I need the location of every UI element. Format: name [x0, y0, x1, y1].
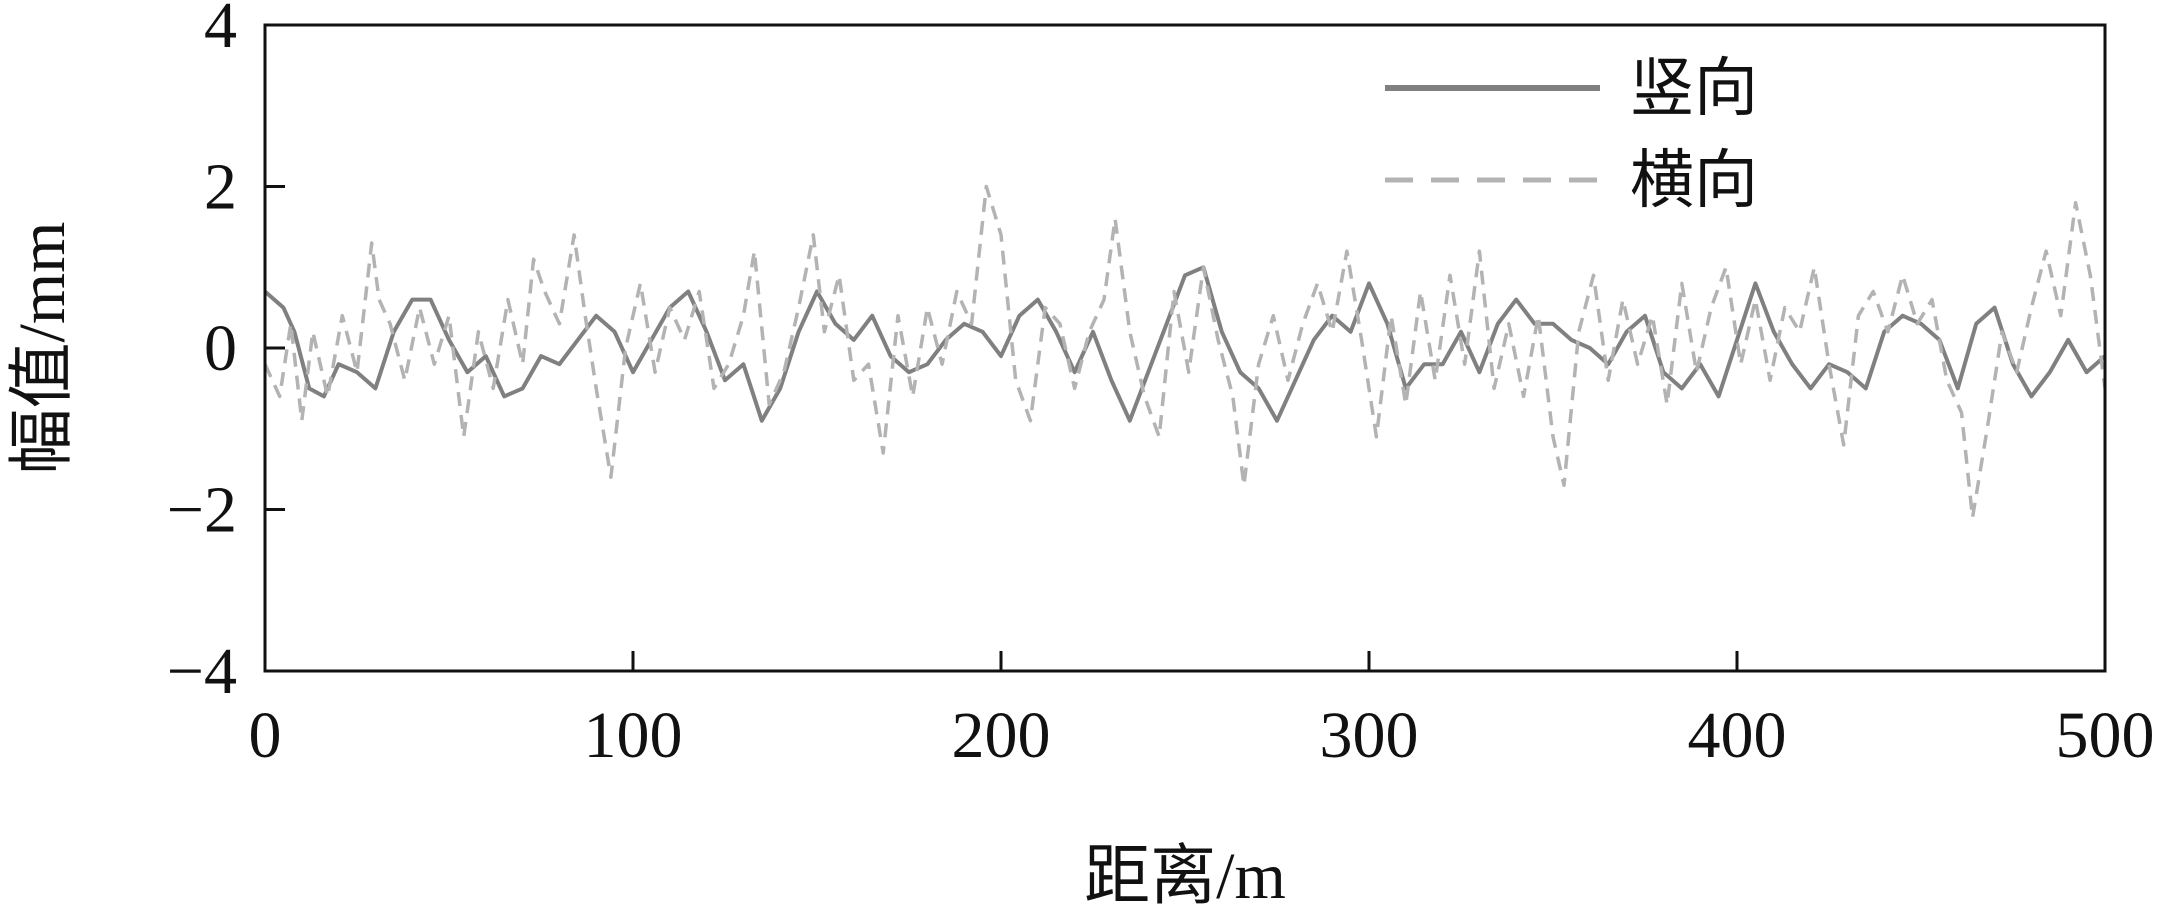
- x-tick-label: 500: [2056, 699, 2155, 772]
- y-tick-label: 2: [204, 151, 237, 224]
- x-tick-label: 0: [249, 699, 282, 772]
- legend-label-2: 横向: [1630, 145, 1758, 216]
- x-tick-label: 100: [584, 699, 683, 772]
- x-tick-label: 400: [1688, 699, 1787, 772]
- y-axis-title: 幅值/mm: [6, 221, 79, 474]
- tick-layer: 0 100 200 300 400 500 −4 −2 0 2 4: [167, 0, 2155, 772]
- series-line-2: [263, 184, 2107, 520]
- x-axis-title: 距离/m: [1084, 840, 1286, 913]
- y-tick-label: −2: [167, 474, 237, 547]
- y-tick-label: 4: [204, 0, 237, 62]
- x-tick-label: 300: [1320, 699, 1419, 772]
- y-tick-label: −4: [167, 635, 237, 708]
- y-tick-label: 0: [204, 312, 237, 385]
- legend-label-1: 竖向: [1630, 53, 1758, 124]
- x-tick-label: 200: [952, 699, 1051, 772]
- series-layer: [263, 184, 2107, 520]
